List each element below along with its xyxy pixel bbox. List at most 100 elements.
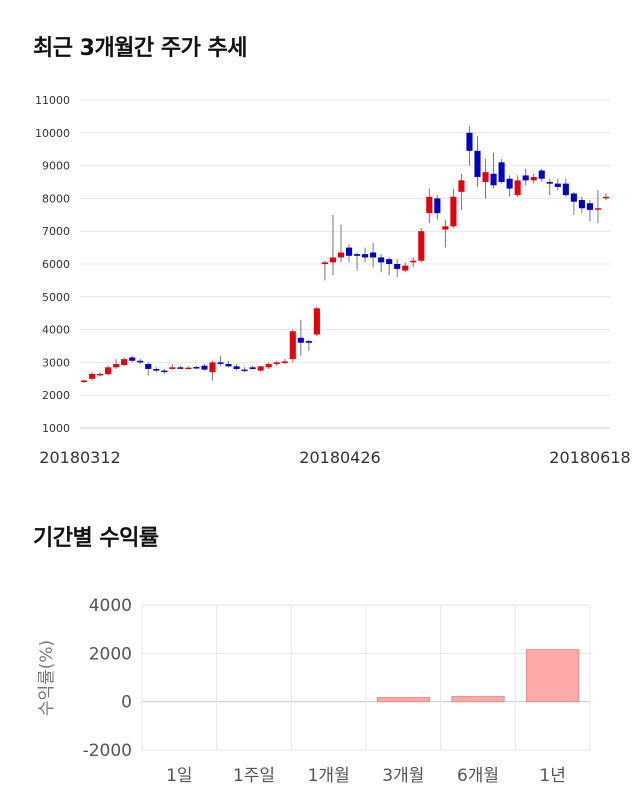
price-y-tick-label: 2000 — [42, 389, 70, 402]
price-x-tick-label: 20180426 — [299, 448, 380, 467]
price-y-tick-label: 10000 — [35, 127, 70, 140]
candle-body — [482, 172, 489, 182]
candle-body — [289, 331, 296, 360]
candle-body — [321, 262, 328, 264]
candle-body — [530, 177, 537, 181]
candle-body — [394, 264, 401, 269]
returns-grid — [141, 604, 591, 751]
candle-body — [498, 162, 505, 182]
price-y-tick-label: 5000 — [42, 291, 70, 304]
candle-body — [209, 362, 216, 373]
candle-body — [442, 226, 449, 230]
returns-x-tick-label: 1개월 — [308, 766, 350, 786]
price-y-tick-label: 11000 — [35, 94, 70, 107]
price-y-tick-label: 4000 — [42, 324, 70, 337]
returns-bar — [376, 697, 430, 703]
candle-body — [522, 175, 529, 181]
candle-body — [426, 196, 433, 214]
price-y-axis: 1000 2000 3000 4000 5000 6000 7000 8000 9000 1000… — [35, 94, 70, 435]
candle-body — [153, 368, 160, 371]
candle-body — [121, 359, 128, 366]
price-y-tick-label: 6000 — [42, 258, 70, 271]
candle-body — [88, 373, 96, 379]
candle-body — [249, 367, 256, 369]
returns-y-axis: -2000 0 2000 4000 — [83, 596, 132, 761]
returns-bar — [526, 649, 580, 703]
returns-x-tick-label: 3개월 — [382, 766, 424, 786]
candle-body — [386, 259, 393, 264]
candle-body — [80, 380, 88, 383]
candle-body — [506, 178, 513, 189]
candle-body — [562, 183, 569, 196]
candle-body — [241, 369, 248, 372]
candle-body — [297, 337, 304, 343]
candle-body — [177, 367, 184, 369]
candle-body — [329, 257, 337, 263]
price-grid — [80, 99, 610, 429]
candle-body — [193, 366, 200, 369]
candle-body — [345, 247, 353, 256]
price-y-tick-label: 3000 — [42, 356, 70, 369]
candle-body — [257, 366, 264, 371]
price-x-tick-label: 20180618 — [549, 448, 630, 467]
returns-x-tick-label: 1년 — [539, 766, 565, 786]
candle-body — [185, 367, 192, 370]
candle-body — [113, 364, 120, 368]
price-y-tick-label: 8000 — [42, 192, 70, 205]
candle-body — [201, 365, 208, 370]
candle-body — [161, 370, 168, 373]
candle-body — [514, 180, 521, 196]
candle-body — [418, 231, 425, 261]
candle-body — [474, 150, 481, 178]
price-chart-title: 최근 3개월간 주가 추세 — [33, 36, 247, 61]
returns-chart-title: 기간별 수익률 — [33, 526, 159, 551]
candle-body — [458, 180, 465, 192]
candle-body — [137, 360, 144, 363]
candle-body — [370, 252, 377, 258]
returns-bars — [376, 649, 580, 703]
returns-bar — [451, 696, 505, 703]
candle-body — [169, 367, 176, 369]
candle-body — [578, 200, 585, 209]
candle-body — [362, 254, 369, 258]
returns-x-tick-label: 6개월 — [457, 766, 499, 786]
candle-body — [145, 364, 152, 369]
candle-body — [105, 367, 112, 375]
price-y-tick-label: 9000 — [42, 160, 70, 173]
price-x-tick-label: 20180312 — [39, 448, 120, 467]
price-candles — [80, 126, 610, 383]
candle-body — [586, 203, 593, 210]
candle-body — [305, 341, 312, 343]
returns-y-axis-label: 수익률(%) — [37, 640, 57, 716]
returns-y-tick-label: 0 — [121, 693, 132, 713]
returns-x-axis: 1일 1주일 1개월 3개월 6개월 1년 — [166, 766, 566, 786]
returns-y-tick-label: 2000 — [89, 644, 132, 664]
candle-body — [233, 366, 240, 369]
candle-body — [594, 208, 602, 210]
price-candlestick-chart: 1000 2000 3000 4000 5000 6000 7000 8000 9000 1000… — [35, 94, 631, 467]
price-y-tick-label: 7000 — [42, 225, 70, 238]
candle-body — [353, 254, 361, 256]
candle-body — [554, 183, 561, 187]
candle-body — [273, 362, 280, 365]
candle-body — [337, 252, 345, 258]
candle-body — [281, 361, 288, 364]
candle-body — [410, 260, 417, 263]
returns-x-tick-label: 1일 — [166, 766, 192, 786]
candle-body — [466, 132, 473, 151]
candle-body — [225, 364, 232, 367]
candle-body — [570, 193, 577, 202]
returns-y-tick-label: -2000 — [83, 741, 132, 761]
candle-body — [217, 362, 224, 364]
candle-body — [97, 373, 104, 376]
candle-body — [378, 257, 385, 263]
candle-body — [313, 308, 320, 335]
candle-body — [538, 170, 545, 179]
candle-body — [129, 357, 136, 361]
candle-body — [490, 173, 497, 186]
price-x-axis: 20180312 20180426 20180618 — [39, 448, 630, 467]
candle-body — [434, 198, 441, 214]
returns-x-tick-label: 1주일 — [233, 766, 275, 786]
returns-y-tick-label: 4000 — [89, 596, 132, 616]
